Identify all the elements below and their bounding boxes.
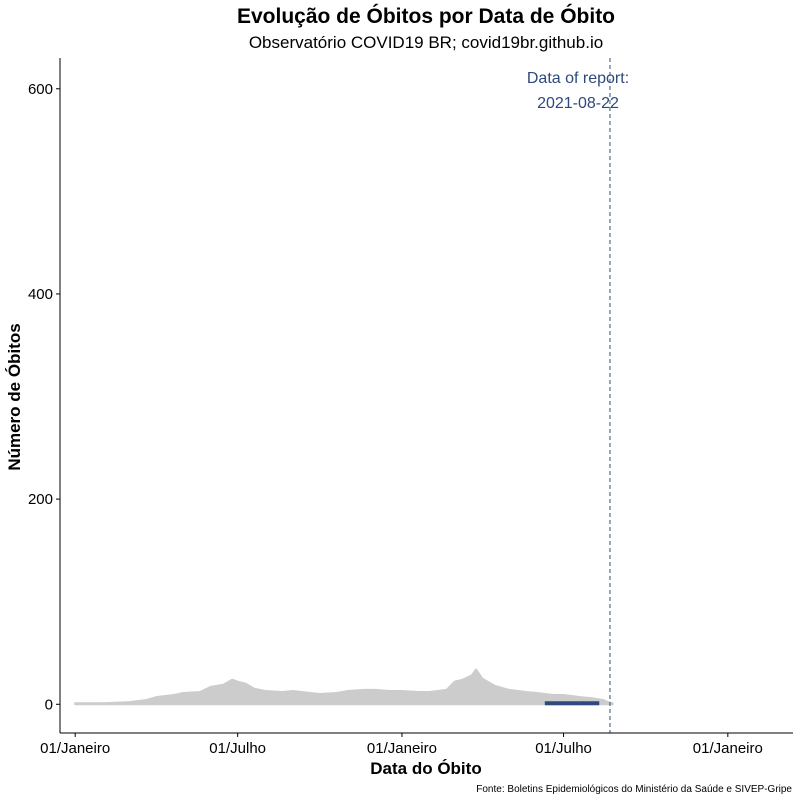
annotation-line-1: Data of report: bbox=[527, 70, 629, 87]
y-tick-label: 600 bbox=[28, 81, 53, 98]
x-tick-label: 01/Janeiro bbox=[693, 740, 763, 757]
x-tick-label: 01/Janeiro bbox=[40, 740, 110, 757]
x-axis-ticks: 01/Janeiro 01/Julho 01/Janeiro 01/Julho 01/J… bbox=[40, 733, 763, 757]
report-annotation: Data of report: 2021-08-22 bbox=[527, 70, 629, 112]
y-tick-label: 400 bbox=[28, 286, 53, 303]
y-axis-title: Número de Óbitos bbox=[5, 323, 24, 470]
y-tick-label: 0 bbox=[45, 696, 53, 713]
x-tick-label: 01/Julho bbox=[535, 740, 592, 757]
chart-title: Evolução de Óbitos por Data de Óbito bbox=[237, 4, 615, 28]
y-axis-ticks: 0 200 400 600 bbox=[28, 81, 60, 713]
annotation-line-2: 2021-08-22 bbox=[537, 95, 619, 112]
x-tick-label: 01/Janeiro bbox=[367, 740, 437, 757]
chart-subtitle: Observatório COVID19 BR; covid19br.githu… bbox=[249, 33, 603, 52]
chart-caption: Fonte: Boletins Epidemiológicos do Minis… bbox=[476, 784, 792, 795]
x-axis-title: Data do Óbito bbox=[370, 759, 481, 778]
deaths-series-area bbox=[74, 668, 614, 706]
x-tick-label: 01/Julho bbox=[209, 740, 266, 757]
y-tick-label: 200 bbox=[28, 491, 53, 508]
plot-area bbox=[74, 58, 614, 733]
